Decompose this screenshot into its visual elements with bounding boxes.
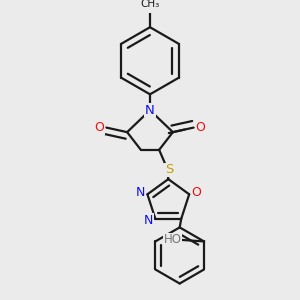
Text: O: O (192, 186, 201, 199)
Text: N: N (136, 186, 146, 199)
Text: O: O (195, 121, 205, 134)
Text: O: O (95, 121, 105, 134)
Text: N: N (145, 104, 155, 117)
Text: HO: HO (164, 233, 181, 246)
Text: CH₃: CH₃ (140, 0, 160, 9)
Text: S: S (165, 164, 173, 176)
Text: N: N (144, 214, 153, 227)
